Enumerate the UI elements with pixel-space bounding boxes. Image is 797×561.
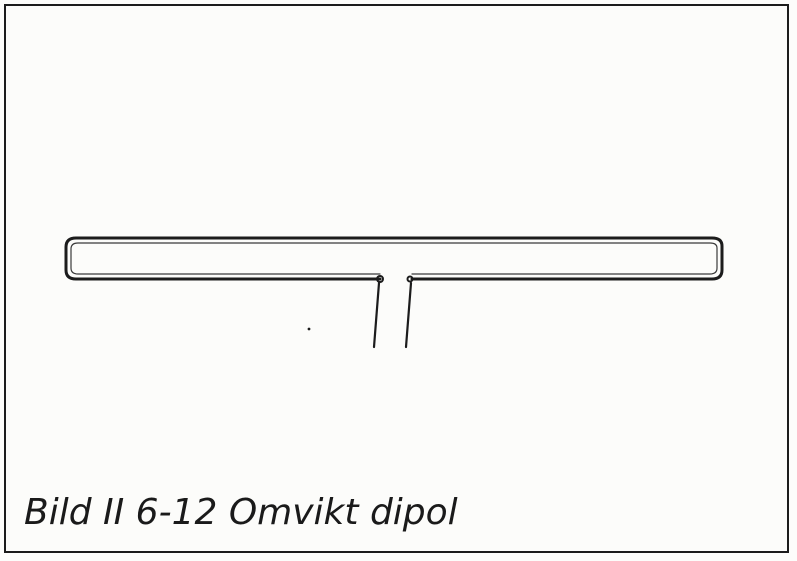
print-speck <box>307 327 311 331</box>
feed-terminal-right <box>406 275 414 283</box>
dipole-inner-conductor <box>70 242 718 275</box>
feed-terminal-left <box>376 275 384 283</box>
feed-line-right <box>404 281 413 349</box>
dipole-upper-conductor <box>64 236 724 281</box>
figure-caption: Bild II 6-12 Omvikt dipol <box>24 492 458 533</box>
feed-line-left <box>372 281 381 349</box>
